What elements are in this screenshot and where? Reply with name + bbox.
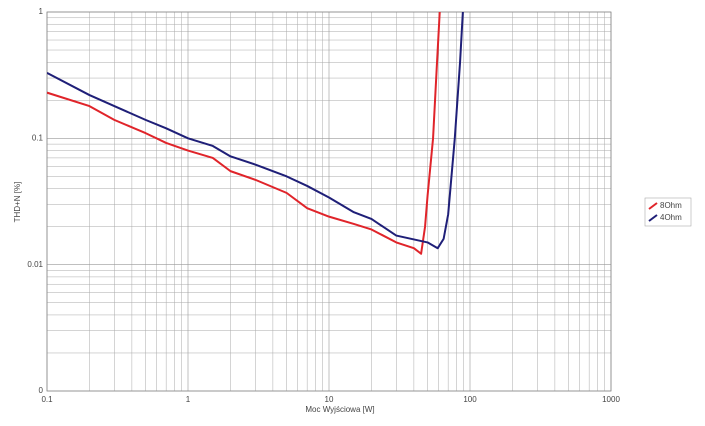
legend-label: 4Ohm — [660, 213, 682, 222]
legend-swatch — [648, 202, 658, 210]
y-tick-label: 0.01 — [27, 260, 43, 269]
legend-box — [644, 197, 692, 227]
x-tick-label: 100 — [463, 395, 477, 404]
x-tick-label: 10 — [325, 395, 334, 404]
x-tick-label: 1 — [186, 395, 191, 404]
legend-swatch — [648, 214, 658, 222]
y-tick-label: 0 — [39, 386, 44, 395]
legend-label: 8Ohm — [660, 201, 682, 210]
series-line — [47, 12, 464, 250]
plot-frame — [46, 11, 612, 392]
x-tick-label: 1000 — [602, 395, 620, 404]
y-tick-label: 0.1 — [32, 133, 44, 142]
series-line — [47, 12, 441, 255]
x-axis-label: Moc Wyjściowa [W] — [305, 405, 374, 414]
y-axis-label: THD+N [%] — [13, 182, 22, 223]
x-tick-label: 0.1 — [41, 395, 53, 404]
y-tick-label: 1 — [39, 7, 44, 16]
